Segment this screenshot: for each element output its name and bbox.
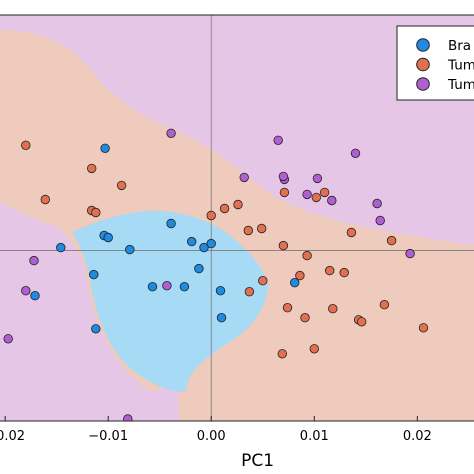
legend: Bra Tum Tum xyxy=(396,25,474,101)
data-point-series1-1 xyxy=(100,143,110,154)
data-point-series2-7 xyxy=(206,210,216,221)
data-points xyxy=(3,128,429,421)
x-tick-label-3: 0.00 xyxy=(197,429,226,444)
legend-marker-2 xyxy=(416,57,430,72)
data-point-series1-13 xyxy=(215,286,226,296)
data-point-series2-22 xyxy=(282,303,293,313)
data-point-series2-12 xyxy=(279,187,290,198)
data-point-series3-16 xyxy=(162,281,172,291)
data-point-series3-11 xyxy=(375,215,385,226)
data-point-series1-12 xyxy=(194,263,204,274)
data-point-series2-13 xyxy=(319,187,330,198)
data-point-series2-17 xyxy=(278,240,289,251)
legend-label-2: Tum xyxy=(447,58,474,74)
data-point-series3-13 xyxy=(29,255,39,266)
x-tick-label-2: −0.01 xyxy=(88,429,128,444)
legend-label-3: Tum xyxy=(447,77,474,93)
data-point-series2-18 xyxy=(302,250,312,261)
x-tick-label-4: 0.01 xyxy=(300,429,329,444)
data-point-series2-28 xyxy=(418,323,429,333)
data-point-series2-24 xyxy=(328,304,338,314)
data-point-series2-29 xyxy=(277,349,288,359)
data-point-series2-31 xyxy=(244,287,255,297)
region-island xyxy=(72,210,268,392)
data-point-series1-10 xyxy=(147,282,158,292)
data-point-series3-4 xyxy=(278,171,289,182)
data-point-series3-9 xyxy=(327,195,337,206)
data-point-series1-4 xyxy=(125,244,135,255)
data-point-series2-23 xyxy=(300,313,310,323)
data-point-series1-6 xyxy=(186,236,197,247)
data-point-series1-17 xyxy=(56,242,66,253)
x-axis-label: PC1 xyxy=(241,451,274,471)
data-point-series3-8 xyxy=(302,189,312,200)
data-point-series2-16 xyxy=(386,235,397,246)
plot-frame xyxy=(0,14,474,422)
x-axis-ticks: −0.02 −0.01 0.00 0.01 0.02 xyxy=(0,416,432,444)
data-point-series2-32 xyxy=(295,270,305,281)
data-point-series3-14 xyxy=(21,286,31,296)
data-point-series2-3 xyxy=(86,163,97,174)
data-point-series2-19 xyxy=(325,265,335,276)
data-point-series1-8 xyxy=(206,238,216,249)
data-point-series2-14 xyxy=(311,192,322,203)
data-point-series2-15 xyxy=(346,227,357,238)
data-point-series1-14 xyxy=(216,313,227,323)
legend-box xyxy=(396,25,474,101)
data-point-series2-20 xyxy=(339,267,349,278)
data-point-series1-3 xyxy=(103,232,113,243)
data-point-series1-5 xyxy=(166,218,176,229)
data-point-series3-17 xyxy=(123,414,133,421)
data-point-series1-15 xyxy=(91,324,101,334)
data-point-series2-1 xyxy=(21,140,31,151)
data-point-series3-1 xyxy=(166,128,176,139)
data-point-series2-9 xyxy=(233,199,243,210)
data-point-series2-2 xyxy=(116,180,127,191)
legend-marker-1 xyxy=(416,38,430,52)
data-point-series3-15 xyxy=(3,334,13,344)
data-point-series2-26 xyxy=(357,317,367,327)
data-point-series2-8 xyxy=(219,203,230,214)
x-tick-label-5: 0.02 xyxy=(403,429,432,444)
data-point-series1-7 xyxy=(199,242,209,253)
data-point-series1-11 xyxy=(179,282,190,292)
data-point-series3-12 xyxy=(405,248,415,259)
data-point-series2-5 xyxy=(40,194,51,205)
data-point-series1-18 xyxy=(290,278,300,288)
data-point-series2-11 xyxy=(257,223,267,234)
data-point-series3-2 xyxy=(273,135,283,146)
legend-label-1: Bra xyxy=(448,38,471,54)
data-point-series2-10 xyxy=(243,225,254,236)
data-point-series2-6 xyxy=(91,207,101,218)
legend-marker-3 xyxy=(416,77,430,91)
data-point-series3-7 xyxy=(350,148,361,159)
x-tick-label-1: −0.02 xyxy=(0,429,25,444)
data-point-series2-21 xyxy=(258,276,268,286)
data-point-series2-30 xyxy=(309,344,320,354)
data-point-series3-10 xyxy=(372,198,382,209)
data-point-series2-27 xyxy=(379,300,390,310)
data-point-series3-5 xyxy=(239,172,249,183)
data-point-series1-9 xyxy=(89,269,99,280)
data-point-series3-6 xyxy=(312,173,323,184)
data-point-series1-16 xyxy=(30,291,40,301)
